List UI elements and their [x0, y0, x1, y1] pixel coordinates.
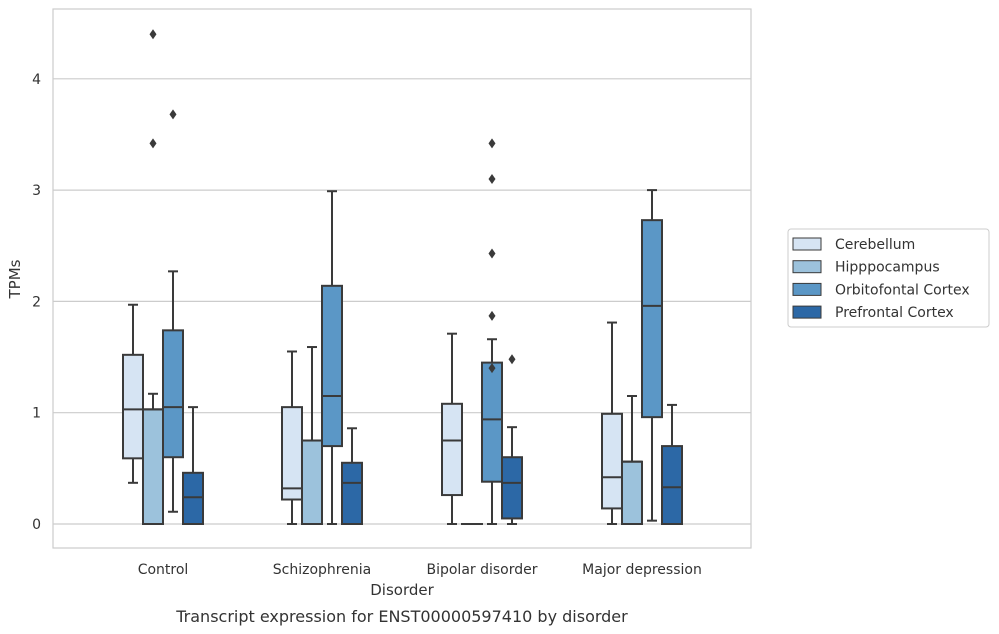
y-tick-label: 4 [32, 72, 41, 88]
outlier-point [169, 109, 177, 120]
box-body [281, 406, 303, 501]
outlier-point [508, 354, 516, 365]
y-tick-label: 0 [32, 517, 41, 533]
y-tick-labels: 0 1 2 3 4 [32, 72, 41, 533]
x-tick-label: Schizophrenia [273, 562, 371, 578]
box-body [301, 439, 323, 525]
legend-swatch [792, 282, 822, 296]
box-3-2 [501, 354, 523, 525]
legend-swatch [792, 237, 822, 251]
box-3-1 [341, 427, 363, 526]
y-axis-label: TPMs [6, 259, 24, 299]
box-2-0 [162, 109, 184, 513]
box-0-2 [441, 332, 463, 525]
y-tick-label: 1 [32, 406, 41, 422]
outlier-point [488, 363, 496, 374]
outlier-point [488, 310, 496, 321]
box-3-3 [661, 403, 683, 525]
chart-caption: Transcript expression for ENST0000059741… [175, 607, 628, 626]
box-body [661, 445, 683, 525]
box-body [321, 284, 343, 448]
box-body [182, 471, 204, 525]
x-tick-label: Control [138, 562, 189, 578]
legend-label: Cerebellum [835, 237, 915, 253]
box-2-2 [481, 138, 503, 525]
box-0-1 [281, 350, 303, 525]
legend-frame [787, 228, 990, 328]
box-body [621, 460, 643, 525]
box-0-0 [122, 303, 144, 484]
x-axis-label: Disorder [370, 581, 434, 599]
box-series [122, 29, 683, 526]
y-tick-label: 3 [32, 183, 41, 199]
x-tick-label: Bipolar disorder [426, 562, 537, 578]
box-body [341, 461, 363, 526]
box-body [641, 219, 663, 419]
box-2-3 [641, 189, 663, 522]
legend-label: Prefrontal Cortex [835, 305, 954, 321]
outlier-point [488, 173, 496, 184]
outlier-point [149, 29, 157, 40]
box-body [441, 402, 463, 497]
box-1-1 [301, 346, 323, 525]
plot-frame [52, 8, 752, 549]
legend-label: Hipppocampus [835, 260, 940, 276]
legend: Cerebellum Hipppocampus Orbitofontal Corte… [787, 228, 990, 328]
box-3-0 [182, 406, 204, 525]
box-1-0 [142, 29, 164, 525]
outlier-point [149, 138, 157, 149]
outlier-point [488, 138, 496, 149]
box-body [122, 353, 144, 460]
box-body [481, 361, 503, 483]
legend-label: Orbitofontal Cortex [835, 282, 970, 298]
box-body [142, 408, 164, 525]
outlier-point [488, 248, 496, 259]
box-0-3 [601, 321, 623, 525]
box-body [162, 329, 184, 459]
box-body [501, 456, 523, 520]
x-tick-labels: Control Schizophrenia Bipolar disorder Majo… [138, 562, 702, 578]
legend-swatch [792, 260, 822, 274]
x-tick-label: Major depression [582, 562, 702, 578]
box-1-3 [621, 395, 643, 525]
legend-swatch [792, 305, 822, 319]
box-2-1 [321, 190, 343, 525]
y-tick-label: 2 [32, 294, 41, 310]
box-body [601, 412, 623, 510]
